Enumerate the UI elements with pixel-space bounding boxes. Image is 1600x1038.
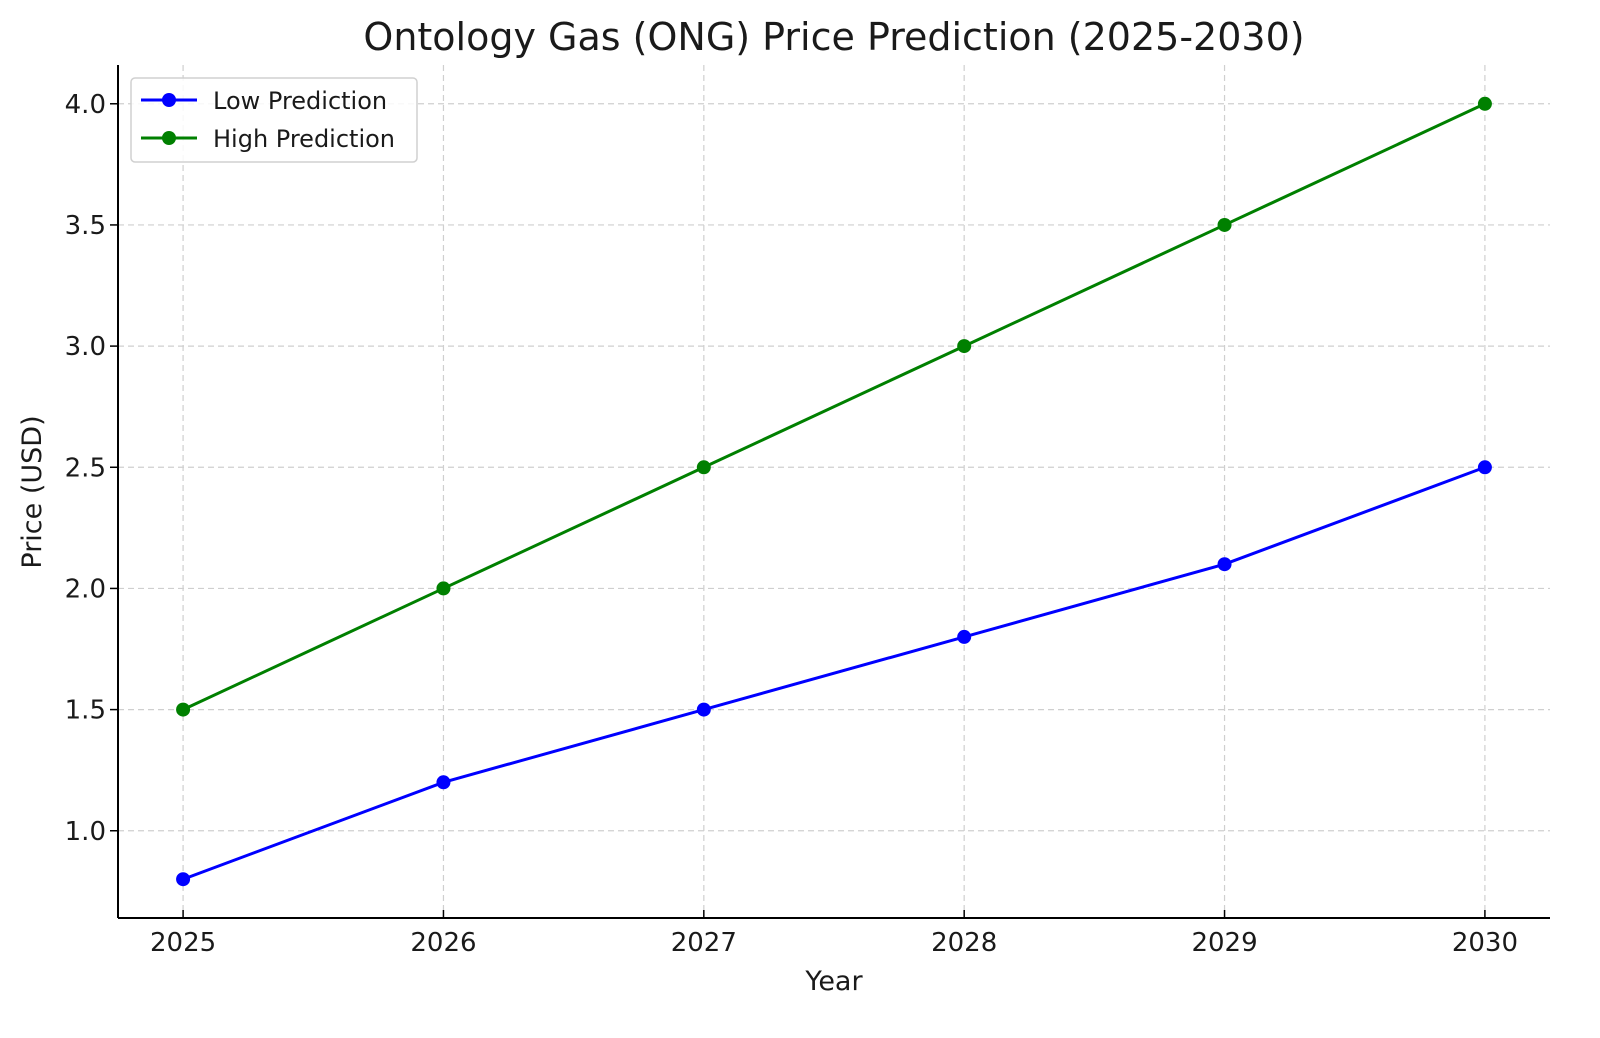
y-tick-label: 2.5 [65,453,106,483]
x-tick-label: 2029 [1191,928,1257,958]
legend-label-high: High Prediction [213,125,395,153]
y-tick-label: 4.0 [65,90,106,120]
y-tick-label: 1.5 [65,696,106,726]
legend-box [130,77,418,163]
x-tick-label: 2026 [410,928,476,958]
legend-marker-high [162,131,176,145]
chart-title: Ontology Gas (ONG) Price Prediction (202… [363,15,1304,59]
point-low-prediction [696,702,711,717]
legend: Low Prediction High Prediction [130,77,418,163]
point-high-prediction [1477,96,1492,111]
point-low-prediction [436,775,451,790]
y-tick-label: 3.5 [65,211,106,241]
legend-label-low: Low Prediction [213,87,387,115]
y-tick-label: 1.0 [65,817,106,847]
y-tick-label: 2.0 [65,574,106,604]
grid [118,65,1550,918]
x-tick-label: 2025 [150,928,216,958]
point-low-prediction [957,629,972,644]
point-high-prediction [696,460,711,475]
point-high-prediction [1217,217,1232,232]
point-low-prediction [1477,460,1492,475]
y-axis-label: Price (USD) [17,415,48,568]
point-low-prediction [1217,557,1232,572]
y-ticks: 1.0 1.5 2.0 2.5 3.0 3.5 4.0 [65,90,118,847]
x-tick-label: 2028 [931,928,997,958]
series-lines [176,96,1492,887]
point-high-prediction [957,339,972,354]
legend-marker-low [162,93,176,107]
point-high-prediction [176,702,191,717]
line-low-prediction [182,465,1486,881]
point-low-prediction [176,872,191,887]
x-axis-label: Year [804,966,863,997]
x-ticks: 2025 2026 2027 2028 2029 2030 [150,910,1518,958]
y-tick-label: 3.0 [65,332,106,362]
line-high-prediction [182,102,1486,711]
x-tick-label: 2027 [671,928,737,958]
point-high-prediction [436,581,451,596]
x-tick-label: 2030 [1452,928,1518,958]
